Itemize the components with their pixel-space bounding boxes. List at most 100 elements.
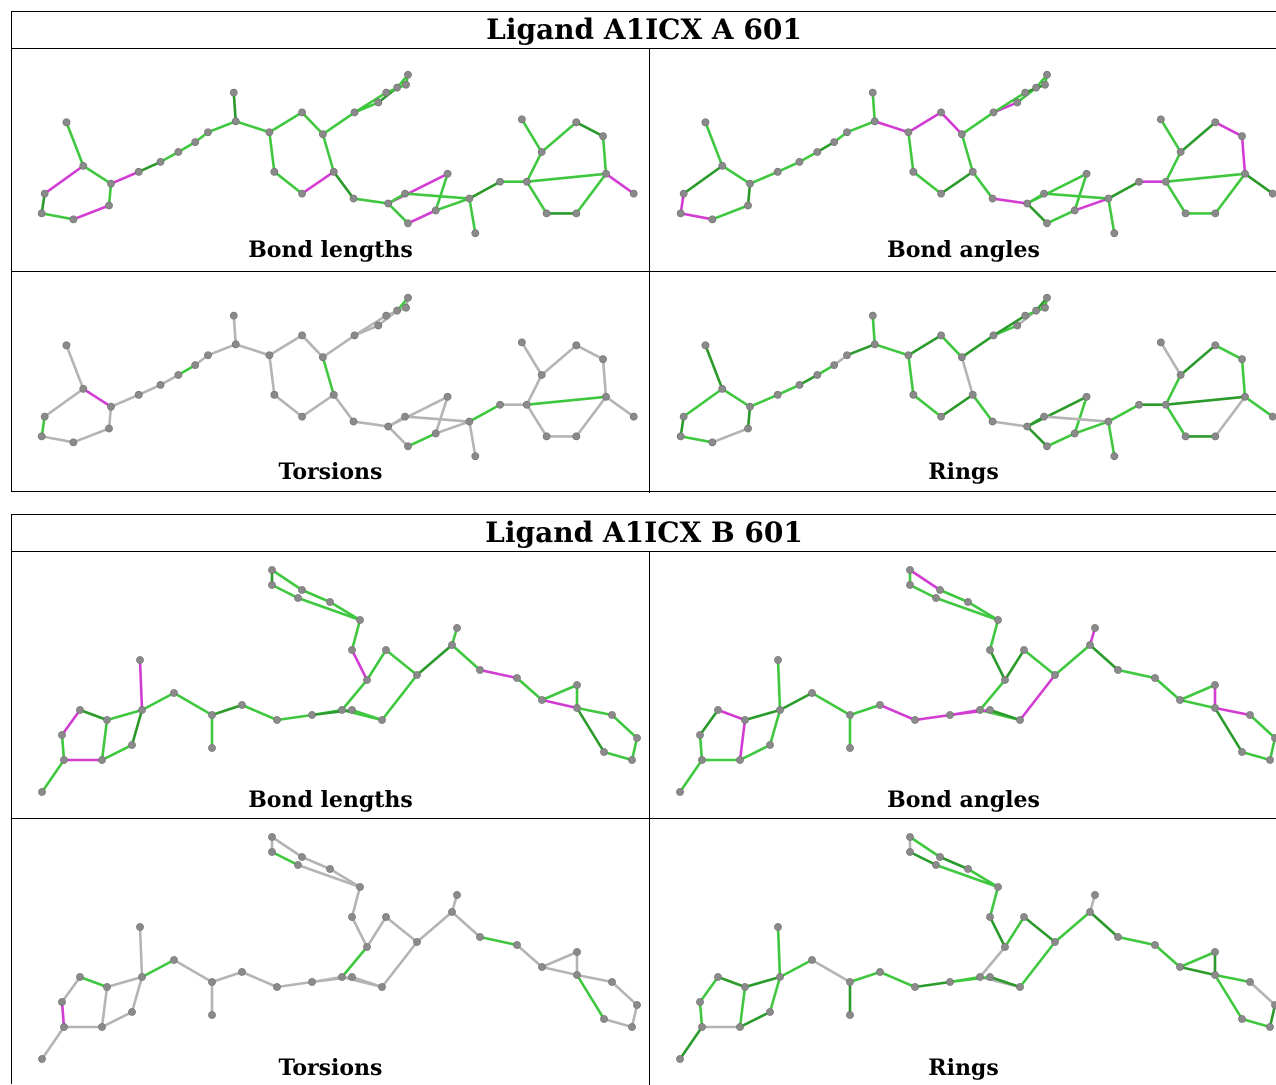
atom bbox=[600, 748, 608, 756]
cell-torsions: Torsions bbox=[12, 272, 649, 493]
grid-divider bbox=[12, 818, 1276, 819]
bond bbox=[1179, 121, 1217, 154]
bond bbox=[210, 703, 244, 717]
atom bbox=[98, 756, 106, 764]
atom bbox=[265, 351, 274, 360]
atom bbox=[1020, 913, 1028, 921]
bond bbox=[40, 758, 66, 794]
bond bbox=[468, 180, 502, 200]
bond bbox=[232, 91, 238, 123]
atom bbox=[273, 716, 281, 724]
bond bbox=[275, 713, 314, 722]
atom bbox=[714, 973, 722, 981]
cell-caption: Torsions bbox=[278, 459, 383, 485]
bond bbox=[105, 708, 144, 722]
bond bbox=[478, 935, 519, 947]
bond bbox=[738, 718, 747, 762]
bond bbox=[340, 678, 369, 712]
molecule-view bbox=[37, 293, 638, 461]
atom bbox=[308, 711, 316, 719]
atom bbox=[1238, 132, 1246, 141]
bond bbox=[1088, 910, 1120, 939]
atom bbox=[572, 341, 581, 350]
atom bbox=[62, 118, 71, 127]
bond bbox=[978, 945, 1007, 979]
atom bbox=[268, 833, 276, 841]
bond bbox=[1213, 706, 1244, 754]
cell-bond-angles: Bond angles bbox=[650, 49, 1276, 271]
bond bbox=[971, 393, 994, 423]
atom bbox=[808, 689, 816, 697]
bond bbox=[1025, 425, 1049, 448]
bond bbox=[434, 420, 471, 435]
cell-caption: Rings bbox=[928, 459, 999, 485]
atom bbox=[904, 351, 913, 360]
bond bbox=[109, 170, 141, 185]
atom bbox=[868, 311, 877, 320]
atom bbox=[1135, 177, 1143, 186]
atom bbox=[384, 422, 393, 431]
atom bbox=[989, 108, 998, 117]
bond bbox=[100, 985, 109, 1029]
atom bbox=[40, 189, 49, 198]
atom bbox=[1070, 206, 1079, 215]
bond bbox=[234, 120, 271, 134]
bond bbox=[1073, 172, 1088, 212]
bond bbox=[210, 970, 244, 984]
atom bbox=[404, 442, 412, 451]
atom bbox=[904, 128, 913, 137]
atom bbox=[404, 293, 412, 302]
atom bbox=[401, 189, 409, 198]
bond bbox=[540, 965, 579, 977]
atom bbox=[1246, 711, 1254, 719]
bond bbox=[682, 164, 724, 195]
bond bbox=[704, 344, 724, 391]
atom bbox=[105, 424, 113, 433]
bond bbox=[415, 910, 454, 944]
atom bbox=[448, 641, 456, 649]
bond bbox=[1053, 643, 1092, 677]
bond bbox=[978, 678, 1007, 712]
atom bbox=[382, 913, 390, 921]
bond bbox=[810, 691, 852, 717]
bond bbox=[575, 973, 614, 984]
atom bbox=[1041, 80, 1049, 89]
molecule-view bbox=[676, 833, 1276, 1063]
atom bbox=[989, 331, 998, 340]
bond bbox=[1018, 673, 1057, 722]
bond bbox=[321, 132, 336, 174]
bond bbox=[525, 403, 548, 438]
atom bbox=[76, 973, 84, 981]
bond bbox=[350, 975, 384, 989]
bond bbox=[434, 395, 449, 435]
atom bbox=[229, 311, 238, 320]
atom bbox=[465, 194, 474, 203]
bond bbox=[748, 393, 780, 408]
bond bbox=[1045, 209, 1077, 225]
bond bbox=[601, 134, 608, 176]
atom bbox=[1091, 891, 1099, 899]
bond bbox=[575, 973, 606, 1021]
cell-caption: Bond lengths bbox=[248, 787, 413, 813]
atom bbox=[76, 706, 84, 714]
bond bbox=[1107, 403, 1141, 423]
atom bbox=[628, 1023, 636, 1031]
bond bbox=[575, 706, 606, 754]
bond bbox=[525, 395, 608, 407]
atom bbox=[698, 1023, 706, 1031]
bond bbox=[1213, 973, 1244, 1021]
atom bbox=[443, 169, 452, 178]
atom bbox=[629, 412, 638, 421]
atom bbox=[718, 384, 727, 393]
bond bbox=[1073, 420, 1110, 435]
bond bbox=[273, 170, 304, 195]
bond bbox=[81, 387, 113, 408]
atom bbox=[602, 169, 610, 178]
cell-caption: Torsions bbox=[278, 1055, 383, 1081]
atom bbox=[1016, 983, 1024, 991]
bond bbox=[365, 648, 388, 682]
atom bbox=[69, 215, 78, 224]
atom bbox=[326, 865, 334, 873]
bond bbox=[988, 708, 1022, 722]
atom bbox=[964, 598, 972, 606]
